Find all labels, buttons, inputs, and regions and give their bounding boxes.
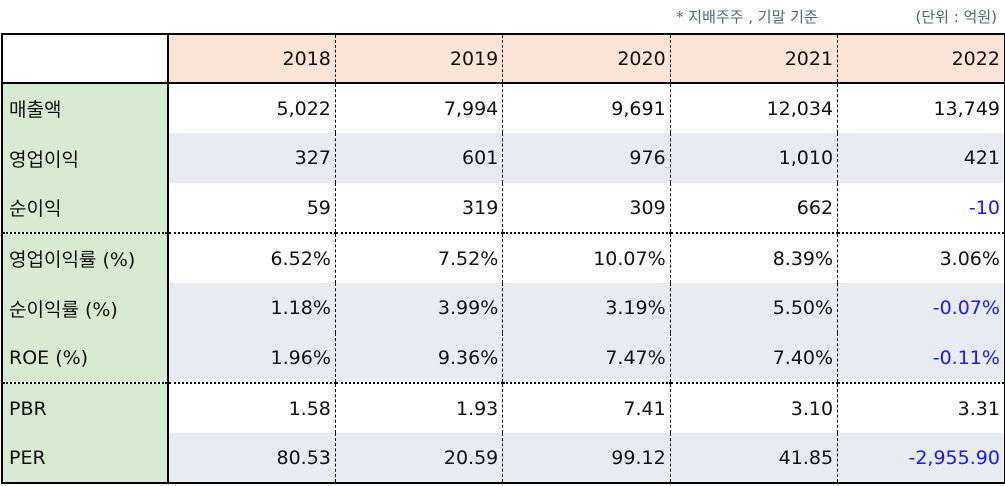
- value-cell: 3.19%: [502, 283, 671, 333]
- value-cell: 309: [502, 183, 671, 234]
- value-cell: 9.36%: [334, 333, 503, 384]
- basis-note: * 지배주주 , 기말 기준: [676, 8, 818, 26]
- row-label: PBR: [2, 383, 169, 433]
- year-header: 2018: [167, 34, 336, 84]
- year-header: 2022: [837, 34, 1005, 84]
- value-cell: 8.39%: [669, 233, 838, 283]
- value-cell: 319: [334, 183, 503, 234]
- value-cell: 1.93: [334, 383, 503, 433]
- value-cell: 976: [502, 133, 671, 183]
- row-label: 매출액: [2, 83, 169, 133]
- value-cell: 10.07%: [502, 233, 671, 283]
- value-cell: 41.85: [669, 433, 838, 483]
- value-cell: -2,955.90: [837, 433, 1005, 483]
- value-cell: 327: [167, 133, 336, 183]
- value-cell: 1.58: [167, 383, 336, 433]
- value-cell: 99.12: [502, 433, 671, 483]
- table-row: PER 80.53 20.59 99.12 41.85 -2,955.90: [2, 433, 1005, 483]
- table-row: 매출액 5,022 7,994 9,691 12,034 13,749: [2, 83, 1005, 133]
- value-cell: 9,691: [502, 83, 671, 133]
- value-cell: 7.41: [502, 383, 671, 433]
- table-row: 순이익 59 319 309 662 -10: [2, 183, 1005, 234]
- table-row: PBR 1.58 1.93 7.41 3.10 3.31: [2, 383, 1005, 433]
- value-cell: 601: [334, 133, 503, 183]
- row-label: 순이익률 (%): [2, 283, 169, 333]
- value-cell: 13,749: [837, 83, 1005, 133]
- value-cell: 421: [837, 133, 1005, 183]
- value-cell: 20.59: [334, 433, 503, 483]
- value-cell: 662: [669, 183, 838, 234]
- header-row: 2018 2019 2020 2021 2022: [2, 34, 1005, 84]
- value-cell: -10: [837, 183, 1005, 234]
- value-cell: 5,022: [167, 83, 336, 133]
- value-cell: -0.11%: [837, 333, 1005, 384]
- year-header: 2019: [334, 34, 503, 84]
- row-label: 영업이익률 (%): [2, 233, 169, 283]
- value-cell: 5.50%: [669, 283, 838, 333]
- table-row: 순이익률 (%) 1.18% 3.99% 3.19% 5.50% -0.07%: [2, 283, 1005, 333]
- value-cell: 59: [167, 183, 336, 234]
- row-label: 순이익: [2, 183, 169, 234]
- value-cell: 3.31: [837, 383, 1005, 433]
- year-header: 2020: [502, 34, 671, 84]
- value-cell: -0.07%: [837, 283, 1005, 333]
- corner-cell: [2, 34, 169, 84]
- row-label: PER: [2, 433, 169, 483]
- table-row: 영업이익률 (%) 6.52% 7.52% 10.07% 8.39% 3.06%: [2, 233, 1005, 283]
- value-cell: 7.52%: [334, 233, 503, 283]
- value-cell: 1.18%: [167, 283, 336, 333]
- value-cell: 80.53: [167, 433, 336, 483]
- year-header: 2021: [669, 34, 838, 84]
- value-cell: 1,010: [669, 133, 838, 183]
- value-cell: 7.47%: [502, 333, 671, 384]
- row-label: ROE (%): [2, 333, 169, 384]
- financial-summary-table: 2018 2019 2020 2021 2022 매출액 5,022 7,994…: [1, 33, 1005, 484]
- value-cell: 12,034: [669, 83, 838, 133]
- value-cell: 7,994: [334, 83, 503, 133]
- table-row: ROE (%) 1.96% 9.36% 7.47% 7.40% -0.11%: [2, 333, 1005, 384]
- row-label: 영업이익: [2, 133, 169, 183]
- value-cell: 3.99%: [334, 283, 503, 333]
- value-cell: 7.40%: [669, 333, 838, 384]
- value-cell: 6.52%: [167, 233, 336, 283]
- table-row: 영업이익 327 601 976 1,010 421: [2, 133, 1005, 183]
- unit-note: (단위 : 억원): [915, 8, 998, 26]
- value-cell: 3.06%: [837, 233, 1005, 283]
- value-cell: 3.10: [669, 383, 838, 433]
- value-cell: 1.96%: [167, 333, 336, 384]
